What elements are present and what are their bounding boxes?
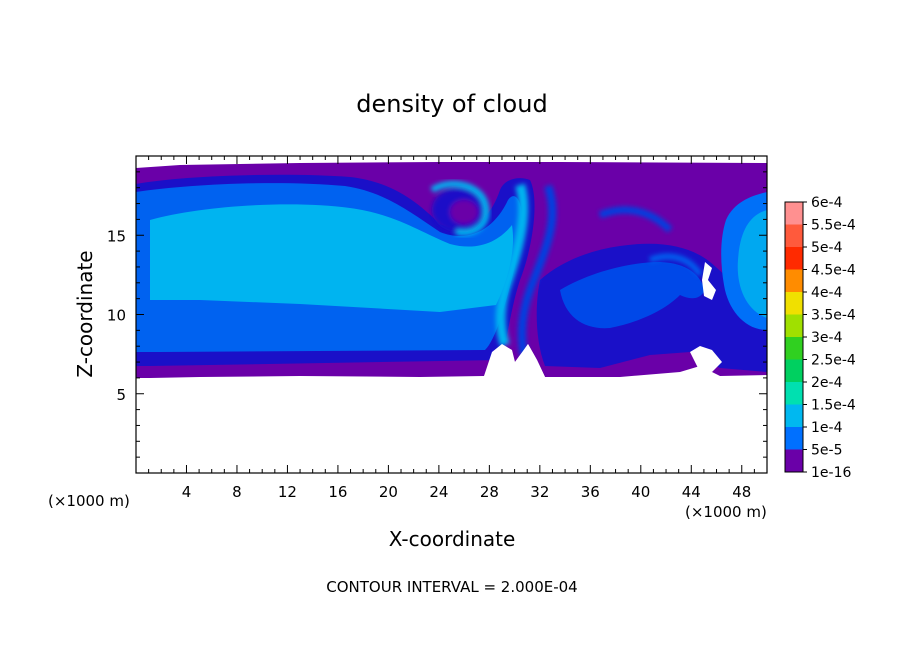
y-axis-label: Z-coordinate xyxy=(73,250,97,377)
x-tick-label: 48 xyxy=(732,483,751,501)
colorbar-label: 2.5e-4 xyxy=(811,353,856,369)
gap-right xyxy=(702,262,716,300)
x-tick-label: 4 xyxy=(182,483,192,501)
x-tick-label: 20 xyxy=(379,483,398,501)
gap-right-bottom xyxy=(690,346,722,372)
x-tick-label: 16 xyxy=(328,483,347,501)
region-right-edge-inner xyxy=(721,192,767,330)
y-tick-label: 15 xyxy=(107,227,126,245)
y-tick-label: 10 xyxy=(107,307,126,325)
region-left-cloud-max xyxy=(150,204,514,312)
colorbar-swatch xyxy=(785,224,803,248)
x-tick-label: 28 xyxy=(480,483,499,501)
x-tick-label: 8 xyxy=(232,483,242,501)
colorbar-swatch xyxy=(785,269,803,293)
colorbar-label: 3e-4 xyxy=(811,330,843,346)
x-tick-label: 44 xyxy=(682,483,701,501)
x-tick-label: 36 xyxy=(581,483,600,501)
region-right-cloud-inner xyxy=(560,262,705,329)
colorbar: 6e-4 5.5e-4 5e-4 4.5e-4 4e-4 3.5e-4 3e-4 2.5e-4… xyxy=(784,195,856,481)
colorbar-label: 5e-5 xyxy=(811,443,842,459)
colorbar-label: 4.5e-4 xyxy=(811,263,856,279)
colorbar-label: 4e-4 xyxy=(811,285,843,301)
colorbar-swatch xyxy=(785,359,803,383)
colorbar-swatch xyxy=(785,247,803,270)
colorbar-swatch xyxy=(785,382,803,405)
x-tick-label: 40 xyxy=(631,483,650,501)
density-field xyxy=(136,162,767,378)
gap-mid xyxy=(484,344,545,377)
colorbar-swatch xyxy=(785,314,803,338)
colorbar-label: 1.5e-4 xyxy=(811,398,856,414)
colorbar-label: 5e-4 xyxy=(811,240,843,256)
colorbar-swatch-base xyxy=(785,449,803,472)
colorbar-swatch xyxy=(785,202,803,225)
x-tick-label: 24 xyxy=(429,483,448,501)
filament-tendrils xyxy=(495,183,703,356)
y-axis: 5 10 15 xyxy=(107,171,767,458)
colorbar-swatch xyxy=(785,404,803,428)
colorbar-label: 2e-4 xyxy=(811,375,843,391)
colorbar-swatch xyxy=(785,292,803,315)
colorbar-swatch xyxy=(785,337,803,360)
colorbar-swatch xyxy=(785,427,803,450)
x-tick-label: 12 xyxy=(278,483,297,501)
x-unit-left: (×1000 m) xyxy=(48,492,130,510)
colorbar-label: 5.5e-4 xyxy=(811,218,856,234)
x-unit-right: (×1000 m) xyxy=(685,503,767,521)
y-tick-label: 5 xyxy=(116,386,126,404)
colorbar-label: 1e-16 xyxy=(811,465,851,481)
x-axis-label: X-coordinate xyxy=(389,527,516,551)
colorbar-label: 6e-4 xyxy=(811,195,843,211)
contour-interval-footer: CONTOUR INTERVAL = 2.000E-04 xyxy=(326,578,577,596)
chart-title: density of cloud xyxy=(356,90,547,118)
x-axis: 4 8 12 16 20 24 28 32 36 40 44 48 xyxy=(148,156,755,501)
colorbar-label: 1e-4 xyxy=(811,420,843,436)
colorbar-label: 3.5e-4 xyxy=(811,308,856,324)
x-tick-label: 32 xyxy=(530,483,549,501)
vortex-left xyxy=(430,180,490,236)
